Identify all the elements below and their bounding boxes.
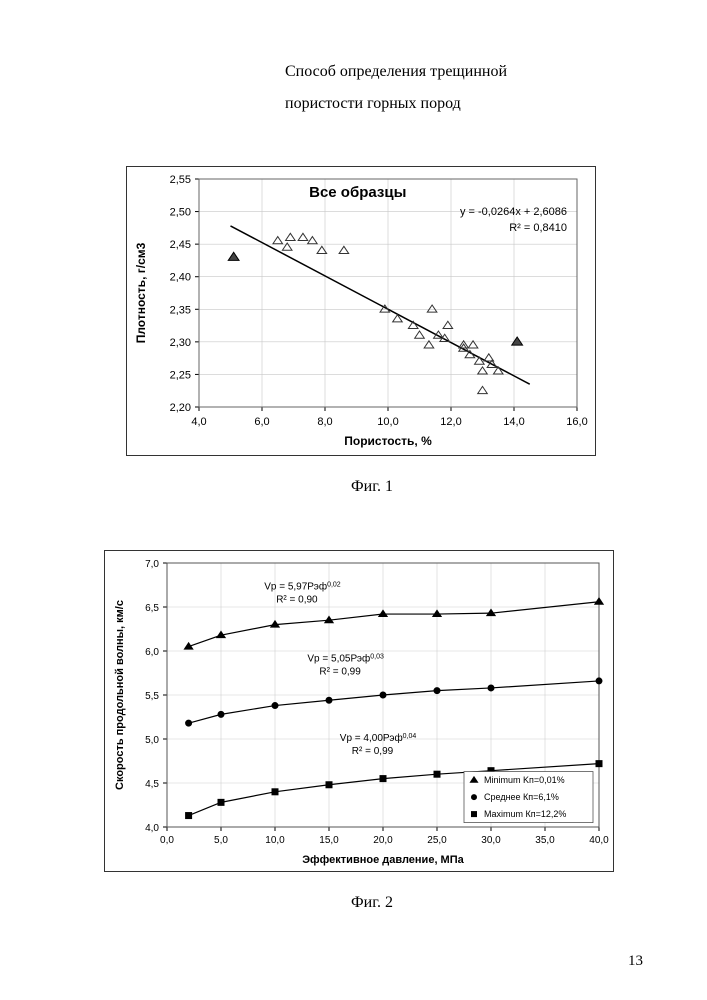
- svg-text:Все образцы: Все образцы: [309, 184, 406, 201]
- svg-text:Эффективное давление, МПа: Эффективное давление, МПа: [302, 854, 464, 866]
- svg-text:2,35: 2,35: [170, 304, 191, 316]
- svg-text:5,5: 5,5: [145, 691, 159, 702]
- svg-text:R² = 0,99: R² = 0,99: [319, 667, 361, 678]
- svg-text:2,50: 2,50: [170, 207, 191, 219]
- svg-text:10,0: 10,0: [265, 835, 285, 846]
- svg-text:7,0: 7,0: [145, 559, 159, 570]
- svg-text:Maximum Кп=12,2%: Maximum Кп=12,2%: [484, 809, 566, 819]
- svg-text:R² = 0,99: R² = 0,99: [352, 746, 394, 757]
- svg-text:2,20: 2,20: [170, 402, 191, 414]
- svg-text:Среднее Кп=6,1%: Среднее Кп=6,1%: [484, 792, 559, 802]
- svg-text:16,0: 16,0: [566, 416, 587, 428]
- figure-2-chart: 4,0 4,5 5,0 5,5 6,0 6,5 7,0 0,0 5,0 10,0 15,0 20,0 2…: [104, 550, 614, 872]
- svg-text:4,0: 4,0: [145, 823, 159, 834]
- svg-text:2,30: 2,30: [170, 337, 191, 349]
- svg-text:6,0: 6,0: [254, 416, 269, 428]
- figure-1-chart: 2,20 2,25 2,30 2,35 2,40 2,45 2,50 2,55 4,0 6,0 8,…: [126, 166, 596, 456]
- figure-2-caption: Фиг. 2: [322, 894, 422, 912]
- svg-text:2,40: 2,40: [170, 272, 191, 284]
- svg-text:0,0: 0,0: [160, 835, 174, 846]
- figure-1-svg: 2,20 2,25 2,30 2,35 2,40 2,45 2,50 2,55 4,0 6,0 8,…: [127, 167, 595, 455]
- svg-text:Скорость продольной волны, км/: Скорость продольной волны, км/с: [114, 600, 126, 790]
- svg-text:Minimum Kп=0,01%: Minimum Kп=0,01%: [484, 775, 565, 785]
- svg-text:35,0: 35,0: [535, 835, 555, 846]
- svg-text:2,55: 2,55: [170, 174, 191, 186]
- svg-text:8,0: 8,0: [317, 416, 332, 428]
- title-line-2: пористости горных пород: [285, 95, 461, 112]
- document-title: Способ определения трещинной пористости …: [285, 56, 585, 120]
- svg-text:5,0: 5,0: [145, 735, 159, 746]
- figure-2-svg: 4,0 4,5 5,0 5,5 6,0 6,5 7,0 0,0 5,0 10,0 15,0 20,0 2…: [105, 551, 613, 871]
- svg-text:Плотность, г/см3: Плотность, г/см3: [134, 242, 148, 343]
- page-number: 13: [628, 953, 643, 970]
- svg-text:2,45: 2,45: [170, 239, 191, 251]
- svg-text:30,0: 30,0: [481, 835, 501, 846]
- svg-text:2,25: 2,25: [170, 369, 191, 381]
- svg-text:Пористость, %: Пористость, %: [344, 434, 432, 448]
- svg-text:10,0: 10,0: [377, 416, 398, 428]
- svg-text:4,0: 4,0: [191, 416, 206, 428]
- svg-text:5,0: 5,0: [214, 835, 228, 846]
- svg-text:4,5: 4,5: [145, 779, 159, 790]
- svg-text:40,0: 40,0: [589, 835, 609, 846]
- svg-text:20,0: 20,0: [373, 835, 393, 846]
- svg-text:14,0: 14,0: [503, 416, 524, 428]
- svg-text:25,0: 25,0: [427, 835, 447, 846]
- title-line-1: Способ определения трещинной: [285, 63, 507, 80]
- figure-1-caption: Фиг. 1: [322, 478, 422, 496]
- svg-text:12,0: 12,0: [440, 416, 461, 428]
- page: Способ определения трещинной пористости …: [0, 0, 707, 1000]
- svg-text:15,0: 15,0: [319, 835, 339, 846]
- svg-text:R² = 0,90: R² = 0,90: [276, 594, 318, 605]
- svg-text:6,5: 6,5: [145, 603, 159, 614]
- svg-text:6,0: 6,0: [145, 647, 159, 658]
- svg-text:R² = 0,8410: R² = 0,8410: [509, 222, 567, 234]
- svg-text:y = -0,0264x + 2,6086: y = -0,0264x + 2,6086: [460, 206, 567, 218]
